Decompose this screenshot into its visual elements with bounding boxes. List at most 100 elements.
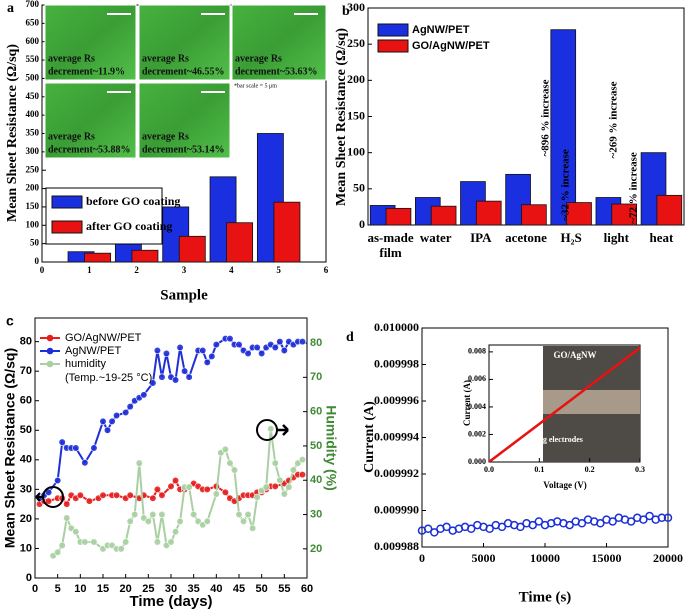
data-point: [58, 541, 66, 550]
inset-text: decrement~53.63%: [235, 66, 318, 77]
data-point: [253, 493, 261, 501]
inset-text: average Rs: [142, 53, 189, 64]
data-point: [298, 338, 307, 346]
panel-label: b: [342, 4, 350, 19]
micrograph: [44, 82, 137, 159]
data-point: [90, 444, 98, 452]
y-tick-label: 50: [353, 181, 365, 195]
x-axis-label: Time (days): [129, 593, 212, 609]
x-tick-label: water: [419, 230, 452, 245]
data-point: [285, 483, 293, 491]
x-tick-label: 15: [97, 583, 109, 595]
data-point: [626, 517, 636, 526]
y-tick-label: 70: [20, 365, 32, 377]
legend-label: GO/AgNW/PET: [412, 40, 490, 52]
data-point: [103, 426, 112, 434]
panel: 0 10 20 30 40 50 60 70 80 0 5 10 15 20 25 30 35 40 45 50 55 6…: [2, 313, 340, 609]
data-point: [76, 491, 84, 499]
data-point: [267, 425, 275, 433]
y-tick-label: 650: [26, 17, 40, 27]
annotation: ~896 % increase: [540, 79, 552, 156]
data-point: [577, 519, 587, 528]
data-point: [54, 476, 62, 485]
inset-text: average Rs: [235, 53, 282, 64]
x-tick-label: 25: [142, 583, 154, 595]
annotation: ~72 % increase: [628, 152, 640, 224]
inset-text: average Rs: [142, 131, 189, 142]
data-point: [131, 510, 139, 519]
data-point: [212, 340, 220, 349]
inset-text: decrement~53.88%: [48, 144, 131, 155]
data-point: [63, 500, 71, 508]
bar: [550, 29, 577, 226]
y2-tick-label: 30: [310, 508, 322, 520]
y-tick-label: 0: [359, 217, 365, 231]
y2-tick-label: 80: [310, 337, 322, 349]
data-point: [167, 538, 175, 546]
x-tick-label: 0.1: [534, 465, 544, 474]
x-tick-label: 15000: [592, 551, 622, 565]
legend-label: after GO coating: [86, 219, 172, 233]
y-tick-label: 100: [26, 219, 40, 229]
data-point: [158, 510, 166, 519]
data-point: [117, 545, 125, 553]
legend-marker: [46, 360, 54, 368]
data-point: [153, 346, 161, 355]
x-tick-label: 0.2: [585, 465, 595, 474]
data-point: [657, 513, 667, 523]
inset-text: decrement~53.14%: [142, 144, 225, 155]
data-point: [72, 528, 80, 536]
data-point: [149, 494, 157, 502]
y-tick-label: 450: [26, 91, 40, 101]
legend-label: AgNW/PET: [65, 345, 122, 357]
data-point: [276, 338, 284, 346]
data-point: [534, 517, 544, 526]
data-point: [262, 483, 270, 491]
note: (Temp.~19-25 °C): [65, 372, 152, 384]
data-point: [271, 343, 279, 352]
y-tick-label: 250: [26, 164, 40, 174]
data-point: [203, 485, 211, 493]
y-tick-label: 0.009998: [374, 356, 419, 370]
legend-swatch: [377, 23, 409, 37]
y-tick-label: 20: [20, 513, 32, 525]
legend-label: humidity: [65, 358, 106, 370]
y-tick-label: 150: [347, 108, 365, 122]
bar: [430, 205, 457, 226]
panel-label: a: [7, 1, 14, 16]
data-point: [158, 373, 166, 381]
panel: 0501001502002503003504004505005506006507…: [5, 0, 329, 303]
y2-axis-label: Humidity (%): [323, 405, 339, 491]
data-point: [176, 517, 184, 526]
legend-marker: [46, 347, 54, 355]
data-point: [221, 445, 229, 453]
data-point: [663, 513, 673, 523]
bar: [178, 235, 206, 263]
data-point: [171, 528, 180, 536]
y-tick-label: 400: [26, 109, 40, 119]
x-tick-label: 0: [40, 265, 45, 275]
y-tick-label: 200: [347, 72, 365, 86]
y-tick-label: 300: [347, 0, 365, 14]
data-point: [271, 459, 279, 467]
y-tick-label: 0.009992: [374, 466, 419, 480]
x-tick-label: 40: [210, 583, 222, 595]
data-point: [58, 438, 66, 446]
data-point: [167, 482, 175, 491]
data-point: [253, 343, 261, 352]
panel-label: c: [6, 313, 14, 329]
data-point: [271, 482, 279, 491]
data-point: [54, 548, 62, 556]
data-point: [298, 456, 307, 464]
y-tick-label: 30: [20, 483, 32, 495]
y-tick-label: 0.010000: [374, 320, 419, 334]
y-tick-label: 0.004: [468, 402, 486, 411]
data-point: [203, 517, 211, 526]
bar: [84, 252, 112, 263]
data-point: [153, 485, 161, 493]
bar: [521, 204, 547, 226]
y-tick-label: 200: [26, 183, 40, 193]
legend-marker: [46, 334, 54, 342]
annotation: GO/AgNW: [553, 350, 596, 360]
annotation: Ag electrodes: [537, 435, 583, 444]
